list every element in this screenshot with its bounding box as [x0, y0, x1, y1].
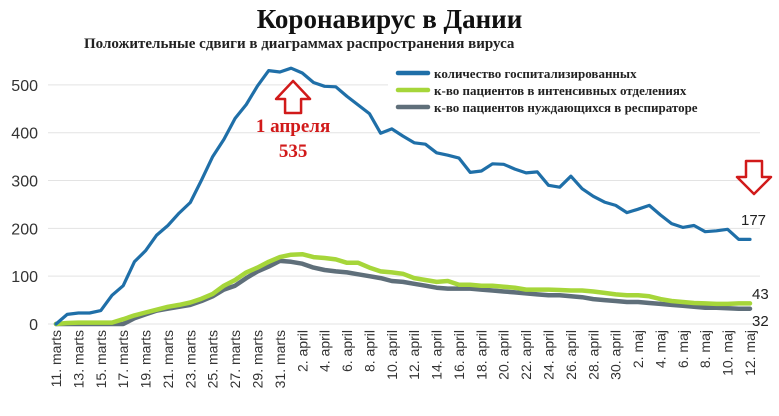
y-tick-label: 100	[11, 269, 38, 286]
y-tick-label: 200	[11, 221, 38, 238]
y-tick-label: 300	[11, 174, 38, 191]
x-tick-label: 22. april	[518, 330, 534, 380]
series-line-2	[53, 251, 753, 327]
legend-label-2: к-во пациентов в интенсивных отделениях	[434, 83, 687, 98]
x-tick-label: 11. marts	[48, 330, 64, 387]
x-tick-label: 28. april	[585, 330, 601, 380]
peak-value-label: 535	[279, 141, 308, 162]
x-tick-label: 4. maj	[652, 330, 668, 368]
x-tick-label: 27. marts	[227, 330, 243, 388]
x-tick-label: 18. april	[473, 330, 489, 380]
x-tick-label: 12. april	[406, 330, 422, 380]
chart-title: Коронавирус в Дании	[256, 4, 523, 34]
x-tick-label: 2. april	[294, 330, 310, 372]
down-arrow-icon	[735, 159, 773, 196]
chart-subtitle: Положительные сдвиги в диаграммах распро…	[84, 36, 515, 52]
x-tick-label: 15. marts	[93, 330, 109, 388]
legend-label-3: к-во пациентов нуждающихся в респираторе	[434, 100, 698, 115]
x-tick-label: 21. marts	[160, 330, 176, 388]
x-tick-label: 24. april	[541, 330, 557, 380]
end-value-intensive: 43	[752, 286, 769, 303]
end-value-respirator: 32	[752, 313, 769, 330]
peak-date-label: 1 апреля	[256, 116, 330, 137]
x-tick-label: 25. marts	[205, 330, 221, 388]
x-tick-label: 20. april	[496, 330, 512, 380]
x-tick-label: 13. marts	[70, 330, 86, 388]
x-tick-label: 4. april	[317, 330, 333, 372]
x-tick-label: 17. marts	[115, 330, 131, 388]
x-tick-label: 2. maj	[630, 330, 646, 368]
x-tick-label: 14. april	[429, 330, 445, 380]
y-tick-label: 400	[11, 126, 38, 143]
x-tick-label: 29. marts	[249, 330, 265, 388]
up-arrow-icon	[274, 79, 312, 115]
x-tick-label: 16. april	[451, 330, 467, 380]
legend-box	[388, 60, 774, 126]
x-tick-label: 6. april	[339, 330, 355, 372]
x-tick-label: 6. maj	[675, 330, 691, 368]
series-line-3	[53, 258, 753, 327]
end-value-hospitalized: 177	[741, 212, 766, 229]
x-tick-label: 23. marts	[182, 330, 198, 388]
x-tick-label: 10. april	[384, 330, 400, 380]
y-tick-label: 500	[11, 78, 38, 95]
x-tick-label: 26. april	[563, 330, 579, 380]
x-tick-label: 8. maj	[697, 330, 713, 368]
series-line-1	[54, 66, 752, 326]
x-tick-label: 19. marts	[138, 330, 154, 388]
x-tick-label: 10. maj	[720, 330, 736, 376]
x-tick-label: 12. maj	[742, 330, 758, 376]
x-tick-label: 8. april	[361, 330, 377, 372]
legend-label-1: количество госпитализированных	[434, 66, 637, 81]
y-tick-label: 0	[29, 317, 38, 334]
x-tick-label: 31. marts	[272, 330, 288, 388]
x-tick-label: 30. april	[608, 330, 624, 380]
